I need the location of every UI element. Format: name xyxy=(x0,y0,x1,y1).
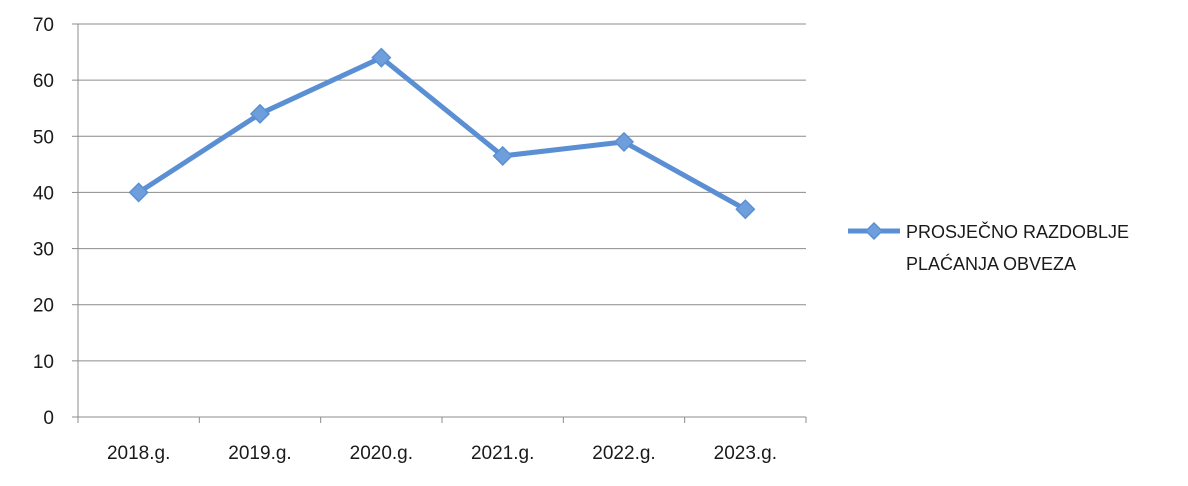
data-point-marker xyxy=(371,47,392,68)
x-tick-label: 2019.g. xyxy=(228,443,291,464)
gridlines xyxy=(78,23,806,362)
y-tick-label: 40 xyxy=(33,183,54,204)
legend-label-line: PROSJEČNO RAZDOBLJE xyxy=(906,221,1129,242)
y-tick-label: 50 xyxy=(33,127,54,148)
y-tick-label: 60 xyxy=(33,71,54,92)
y-tick-labels: 0 10 20 30 40 50 60 70 xyxy=(33,15,54,429)
x-tick-label: 2018.g. xyxy=(107,443,170,464)
legend-label-line: PLAĆANJA OBVEZA xyxy=(906,253,1076,274)
series-line xyxy=(136,55,748,212)
x-tick-label: 2023.g. xyxy=(714,443,777,464)
y-tick-label: 30 xyxy=(33,240,54,261)
x-tick-label: 2022.g. xyxy=(592,443,655,464)
series-layer xyxy=(128,47,756,220)
data-point-marker xyxy=(492,145,513,166)
data-point-marker xyxy=(128,182,149,203)
data-point-marker xyxy=(249,103,271,124)
data-point-marker xyxy=(735,199,756,220)
x-tick-label: 2020.g. xyxy=(350,443,413,464)
x-tick-labels: 2018.g. 2019.g. 2020.g. 2021.g. 2022.g. 2023.… xyxy=(107,443,777,464)
x-tick-label: 2021.g. xyxy=(471,443,534,464)
y-tick-label: 20 xyxy=(33,296,54,317)
axes xyxy=(72,23,807,423)
y-tick-label: 10 xyxy=(33,352,54,373)
y-tick-label: 0 xyxy=(43,408,54,429)
data-point-marker xyxy=(613,131,635,152)
legend-label: PROSJEČNO RAZDOBLJE PLAĆANJA OBVEZA xyxy=(906,221,1129,274)
y-tick-label: 70 xyxy=(33,15,54,36)
legend-marker-swatch xyxy=(864,221,884,241)
legend: PROSJEČNO RAZDOBLJE PLAĆANJA OBVEZA xyxy=(848,221,1129,274)
